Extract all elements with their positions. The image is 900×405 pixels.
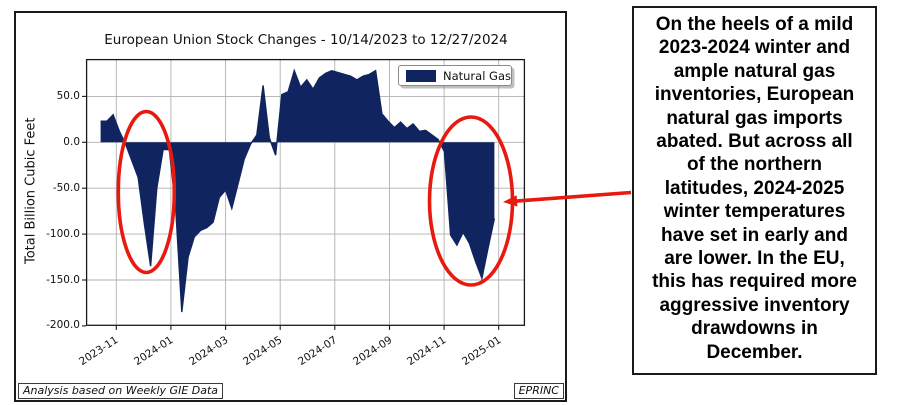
y-tick-label: 0.0 (63, 135, 80, 148)
y-tick-label: -150.0 (46, 273, 80, 286)
x-tick-label: 2023-11 (77, 334, 121, 368)
org-label: EPRINC (513, 383, 564, 399)
x-tick-label: 2024-03 (186, 334, 231, 368)
source-note: Analysis based on Weekly GIE Data (18, 383, 224, 399)
x-tick-label: 2024-07 (296, 334, 340, 368)
natural-gas-area-chart (82, 58, 526, 330)
chart-title: European Union Stock Changes - 10/14/202… (104, 32, 508, 48)
y-tick-label: -200.0 (46, 319, 80, 332)
legend-label: Natural Gas (442, 68, 511, 83)
x-tick-label: 2024-11 (405, 334, 449, 368)
y-tick-label: -100.0 (46, 227, 80, 240)
x-tick-label: 2025-01 (459, 334, 504, 368)
annotation-note-text: On the heels of a mild 2023-2024 winter … (652, 14, 857, 363)
x-tick-label: 2024-09 (350, 334, 394, 368)
legend-swatch-natural-gas (406, 69, 436, 82)
x-tick-label: 2024-01 (132, 334, 176, 368)
x-tick-label: 2024-05 (241, 334, 285, 368)
chart-legend: Natural Gas (398, 65, 512, 86)
y-tick-label: 50.0 (56, 89, 80, 102)
y-tick-label: -50.0 (52, 181, 80, 194)
plot-area (82, 58, 526, 330)
annotation-note-box: On the heels of a mild 2023-2024 winter … (632, 6, 877, 375)
chart-figure: European Union Stock Changes - 10/14/202… (14, 11, 567, 402)
